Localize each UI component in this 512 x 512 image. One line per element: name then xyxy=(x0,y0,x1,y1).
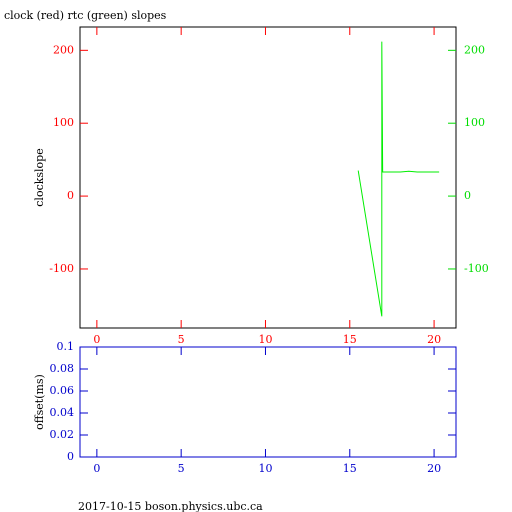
x-tick-label: 0 xyxy=(93,462,100,475)
x-tick-label: 15 xyxy=(343,462,357,475)
y-tick-label: 0.02 xyxy=(50,428,75,441)
y-tick-label: 200 xyxy=(53,43,74,56)
x-tick-label: 10 xyxy=(258,462,272,475)
x-tick-label: 10 xyxy=(258,333,272,346)
y-tick-label: 0 xyxy=(67,450,74,463)
y2-tick-label: 100 xyxy=(464,116,485,129)
x-tick-label: 20 xyxy=(427,462,441,475)
y-tick-label: 0.06 xyxy=(50,384,75,397)
y2-tick-label: 0 xyxy=(464,189,471,202)
y-tick-label: 0.08 xyxy=(50,362,75,375)
data-line xyxy=(357,41,440,317)
footer: 2017-10-15 boson.physics.ubc.ca xyxy=(78,500,263,512)
chart-title: clock (red) rtc (green) slopes xyxy=(4,9,167,22)
x-tick-label: 5 xyxy=(178,333,185,346)
y-tick-label: 0 xyxy=(67,189,74,202)
y-tick-label: 0.04 xyxy=(50,406,75,419)
plot-frame xyxy=(79,346,457,458)
plot-frame xyxy=(79,26,457,329)
x-tick-label: 0 xyxy=(93,333,100,346)
y-axis-label: clockslope xyxy=(33,148,46,206)
y-axis-label: offset(ms) xyxy=(33,374,46,430)
x-tick-label: 20 xyxy=(427,333,441,346)
y2-tick-label: 200 xyxy=(464,43,485,56)
y-tick-label: -100 xyxy=(49,262,74,275)
x-tick-label: 15 xyxy=(343,333,357,346)
y-tick-label: 100 xyxy=(53,116,74,129)
y2-tick-label: -100 xyxy=(464,262,489,275)
y-tick-label: 0.1 xyxy=(57,340,75,353)
x-tick-label: 5 xyxy=(178,462,185,475)
